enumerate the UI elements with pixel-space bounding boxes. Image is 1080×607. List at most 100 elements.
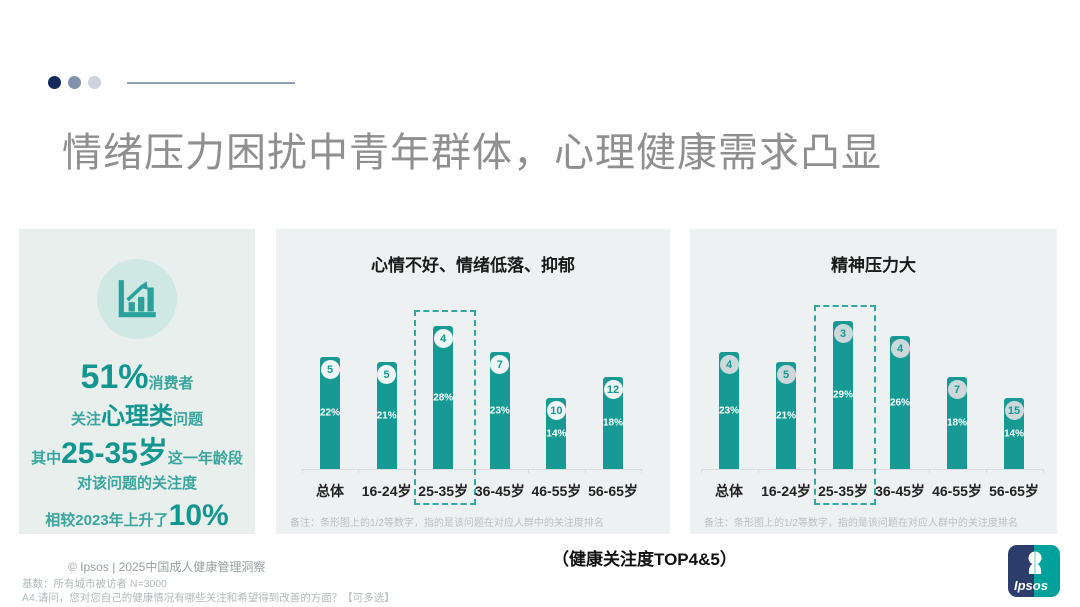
rank-badge: 5 xyxy=(776,365,796,384)
axis-tick xyxy=(641,469,643,473)
stat-segment: 消费者 xyxy=(148,375,194,392)
axis-tick xyxy=(871,469,873,473)
category-label: 总体 xyxy=(715,483,743,499)
category-label: 46-55岁 xyxy=(932,483,982,499)
bar: 29% xyxy=(833,321,853,469)
stat-line-2: 关注 心理类 问题 xyxy=(19,402,255,432)
chart-title: 精神压力大 xyxy=(831,256,916,275)
rank-badge: 5 xyxy=(320,360,340,379)
bar: 23% xyxy=(489,352,510,469)
bar-value-label: 26% xyxy=(890,397,911,408)
chart-note: 备注：条形图上的1/2等数字，指的是该问题在对应人群中的关注度排名 xyxy=(704,518,1018,529)
category-label: 46-55岁 xyxy=(531,483,582,499)
bar: 18% xyxy=(603,377,623,469)
bar: 22% xyxy=(320,357,340,469)
x-axis xyxy=(301,469,642,470)
stat-segment: 25-35岁 xyxy=(61,436,168,470)
category-label: 总体 xyxy=(316,483,344,499)
stat-segment: 对该问题的关注度 xyxy=(76,475,197,492)
chart-panel-stress: 精神压力大 23% 4 总体 21% 5 16-24岁 29% 3 25-35岁 26% 4 36-4… xyxy=(690,229,1057,534)
bar-value-label: 14% xyxy=(546,428,567,439)
axis-tick xyxy=(358,469,360,473)
category-label: 25-35岁 xyxy=(818,483,868,499)
bar-value-label: 22% xyxy=(320,407,341,419)
bar: 18% xyxy=(947,377,967,469)
rank-badge: 10 xyxy=(546,401,566,420)
bar-value-label: 29% xyxy=(833,389,854,401)
axis-tick xyxy=(985,469,987,473)
stat-segment: 10% xyxy=(168,498,229,532)
footer-copyright: © Ipsos | 2025中国成人健康管理洞察 xyxy=(68,560,266,574)
highlight-box xyxy=(414,310,477,505)
stat-segment: 其中 xyxy=(31,449,62,467)
stat-segment: 相较2023年上升了 xyxy=(45,511,169,529)
bar: 23% xyxy=(719,352,739,469)
category-label: 36-45岁 xyxy=(474,483,525,499)
icon-circle xyxy=(97,259,177,339)
highlight-panel: 51% 消费者 关注 心理类 问题 其中 25-35岁 这一年龄段 对该问题的关注度 相较202… xyxy=(19,229,255,534)
chart-title: 心情不好、情绪低落、抑郁 xyxy=(371,256,575,275)
axis-tick xyxy=(528,469,530,473)
axis-tick xyxy=(584,469,586,473)
deco-dot xyxy=(48,76,61,89)
axis-tick xyxy=(301,469,303,473)
category-label: 56-65岁 xyxy=(989,483,1039,499)
stat-segment: 心理类 xyxy=(101,402,173,430)
bar-chart-growth-icon xyxy=(118,280,156,318)
stat-segment: 问题 xyxy=(173,410,204,428)
svg-text:Ipsos: Ipsos xyxy=(1014,578,1048,593)
category-label: 16-24岁 xyxy=(761,483,811,499)
bar-value-label: 23% xyxy=(489,405,510,416)
category-label: 56-65岁 xyxy=(588,483,638,499)
axis-tick xyxy=(471,469,473,473)
chart-panel-mood: 心情不好、情绪低落、抑郁 22% 5 总体 21% 5 16-24岁 28% 4 25-35岁 2… xyxy=(276,229,670,534)
stat-text: 51% 消费者 关注 心理类 问题 其中 25-35岁 这一年龄段 对该问题的关注度 相较202… xyxy=(19,353,255,537)
axis-tick xyxy=(757,469,759,473)
ipsos-logo: Ipsos xyxy=(1008,545,1060,597)
axis-tick xyxy=(1042,469,1044,473)
bar-value-label: 21% xyxy=(376,410,397,421)
stat-line-5: 相较2023年上升了 10% xyxy=(19,497,255,535)
highlight-box xyxy=(814,305,876,505)
chart-plot: 22% 5 总体 21% 5 16-24岁 28% 4 25-35岁 23% 7 36-45岁 14% 1… xyxy=(276,229,670,534)
rank-badge: 12 xyxy=(603,380,623,399)
bar-value-label: 18% xyxy=(603,417,624,429)
footer-base-note: 基数：所有城市被访者 N=3000 xyxy=(22,578,167,590)
rank-badge: 7 xyxy=(947,380,967,399)
category-label: 25-35岁 xyxy=(418,483,469,499)
stat-segment: 51% xyxy=(80,358,149,396)
rank-badge: 4 xyxy=(433,329,453,348)
deco-dot xyxy=(88,76,101,89)
bar: 21% xyxy=(376,362,397,469)
deco-dot xyxy=(68,76,81,89)
footer-center-label: （健康关注度TOP4&5） xyxy=(552,550,737,569)
rank-badge: 4 xyxy=(890,339,910,358)
stat-segment: 这一年龄段 xyxy=(167,449,243,467)
bar: 28% xyxy=(433,326,453,469)
category-label: 16-24岁 xyxy=(361,483,412,499)
stat-line-3: 其中 25-35岁 这一年龄段 xyxy=(19,435,255,473)
stat-line-4: 对该问题的关注度 xyxy=(19,475,255,494)
deco-dots xyxy=(48,76,101,89)
bar: 21% xyxy=(776,362,796,469)
stat-segment: 关注 xyxy=(70,410,101,428)
bar-value-label: 18% xyxy=(947,417,968,429)
rank-badge: 3 xyxy=(833,324,853,343)
rank-badge: 15 xyxy=(1004,401,1024,420)
rank-badge: 7 xyxy=(490,355,510,374)
footer-question-note: A4.请问，您对您自己的健康情况有哪些关注和希望得到改善的方面？【可多选】 xyxy=(22,592,395,604)
category-label: 36-45岁 xyxy=(875,483,925,499)
rank-badge: 5 xyxy=(377,365,397,384)
bar-value-label: 28% xyxy=(433,392,454,403)
axis-tick xyxy=(928,469,930,473)
chart-plot: 23% 4 总体 21% 5 16-24岁 29% 3 25-35岁 26% 4 36-45岁 18% 7… xyxy=(690,229,1057,534)
axis-tick xyxy=(700,469,702,473)
chart-note: 备注：条形图上的1/2等数字，指的是该问题在对应人群中的关注度排名 xyxy=(290,518,604,529)
bar-value-label: 23% xyxy=(719,405,740,416)
stat-line-1: 51% 消费者 xyxy=(19,356,255,399)
deco-line xyxy=(127,82,295,84)
bar: 26% xyxy=(890,336,910,469)
page-title: 情绪压力困扰中青年群体，心理健康需求凸显 xyxy=(62,131,882,175)
bar-value-label: 14% xyxy=(1004,428,1025,439)
